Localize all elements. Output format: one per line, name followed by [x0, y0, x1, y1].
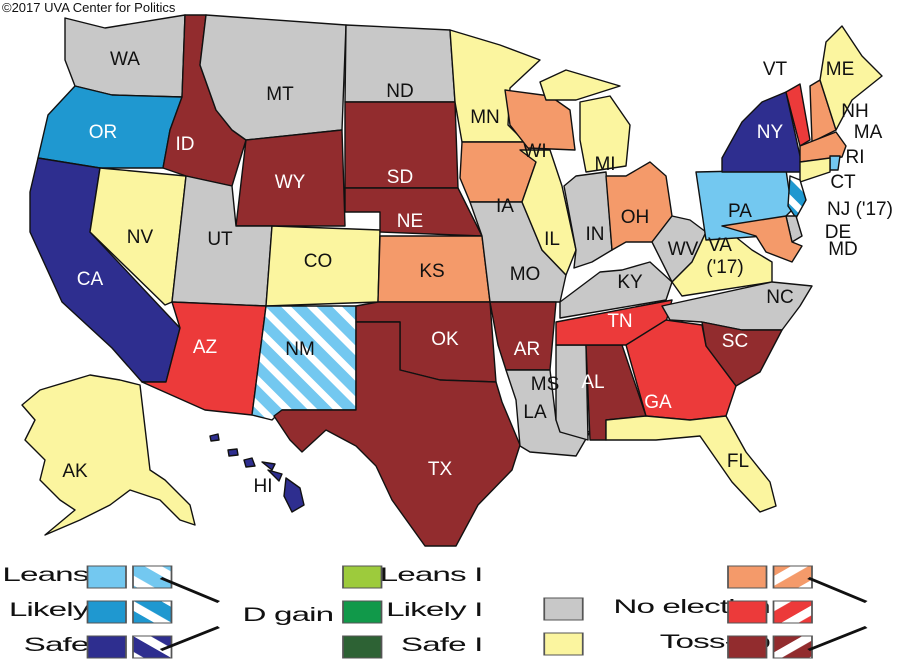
legend-swatch-leans-i: [342, 565, 383, 589]
state-label-ma: MA: [854, 122, 883, 143]
state-md[interactable]: [721, 215, 803, 263]
state-fl[interactable]: [605, 415, 777, 513]
state-label-nm: NM: [285, 339, 315, 360]
state-ma[interactable]: [799, 131, 847, 163]
state-wy[interactable]: [235, 129, 346, 227]
state-label-ne: NE: [397, 211, 423, 232]
state-label-ct: CT: [830, 172, 856, 193]
state-me[interactable]: [819, 25, 883, 131]
legend-label-d-gain: D gain: [243, 603, 334, 625]
state-label-il: IL: [544, 229, 560, 250]
state-label-ca: CA: [77, 269, 104, 290]
legend-swatch-safe-r: [727, 635, 768, 659]
state-ak[interactable]: [21, 374, 196, 536]
legend-swatch-safe-i: [342, 635, 383, 659]
state-ct[interactable]: [799, 157, 831, 183]
legend-gain-swatch-leans-d: [132, 565, 173, 589]
state-label-tx: TX: [428, 459, 453, 480]
state-label-sd: SD: [387, 167, 413, 188]
legend-swatch-likely-d: [86, 600, 127, 624]
copyright-credit: ©2017 UVA Center for Politics: [2, 0, 176, 15]
state-label-mi: MI: [594, 154, 615, 175]
state-label-nh: NH: [841, 101, 868, 122]
state-tx[interactable]: [273, 321, 521, 547]
state-nj[interactable]: [787, 175, 807, 219]
legend-gain-swatch-likely-r: [772, 600, 813, 624]
state-label-sc: SC: [722, 331, 748, 352]
state-va[interactable]: [671, 225, 773, 297]
state-ri[interactable]: [829, 155, 841, 171]
state-label-wy: WY: [275, 172, 306, 193]
state-hi[interactable]: [209, 433, 305, 513]
state-label-va: VA ('17): [706, 235, 743, 278]
state-label-me: ME: [826, 59, 855, 80]
state-label-ri: RI: [846, 147, 865, 168]
legend-gain-swatch-leans-r: [772, 565, 813, 589]
state-label-wv: WV: [668, 239, 699, 260]
state-label-mt: MT: [266, 84, 294, 105]
state-label-az: AZ: [193, 337, 218, 358]
state-mn[interactable]: [449, 29, 541, 143]
legend-swatch-likely-i: [342, 600, 383, 624]
state-il[interactable]: [519, 149, 577, 276]
state-label-ar: AR: [514, 339, 540, 360]
state-label-nj: NJ ('17): [827, 199, 893, 220]
state-label-mn: MN: [470, 107, 500, 128]
state-label-ut: UT: [207, 229, 233, 250]
state-label-de: DE: [825, 222, 851, 243]
state-label-mo: MO: [510, 264, 541, 285]
state-label-md: MD: [828, 239, 858, 260]
state-label-oh: OH: [621, 207, 650, 228]
legend-gain-swatch-safe-r: [772, 635, 813, 659]
legend-gain-swatch-likely-d: [132, 600, 173, 624]
legend-swatch-toss-up: [543, 632, 584, 656]
state-label-pa: PA: [728, 201, 752, 222]
state-label-al: AL: [581, 372, 604, 393]
state-label-nv: NV: [127, 227, 154, 248]
state-mi[interactable]: [539, 69, 631, 173]
state-label-id: ID: [176, 134, 195, 155]
state-label-in: IN: [586, 224, 605, 245]
legend-label-safe-i: Safe I: [401, 633, 483, 655]
state-label-ok: OK: [431, 329, 459, 350]
state-label-nd: ND: [386, 81, 413, 102]
legend-swatch-leans-d: [86, 565, 127, 589]
legend-swatch-likely-r: [727, 600, 768, 624]
legend-swatch-no-election: [543, 597, 584, 621]
state-label-wa: WA: [110, 49, 140, 70]
state-label-vt: VT: [763, 59, 788, 80]
state-label-hi: HI: [254, 476, 273, 497]
state-label-fl: FL: [727, 451, 749, 472]
state-label-nc: NC: [766, 287, 793, 308]
state-label-wi: WI: [523, 141, 546, 162]
state-label-ny: NY: [757, 122, 784, 143]
legend-label-likely-i: Likely I: [386, 598, 482, 620]
state-label-ga: GA: [644, 392, 672, 413]
state-nv[interactable]: [89, 167, 187, 306]
state-label-tn: TN: [607, 311, 632, 332]
state-label-co: CO: [304, 251, 333, 272]
state-label-ky: KY: [617, 272, 643, 293]
legend-label-leans-i: Leans I: [380, 563, 483, 585]
state-label-or: OR: [89, 122, 118, 143]
state-label-ks: KS: [419, 261, 444, 282]
state-vt[interactable]: [785, 83, 811, 147]
legend-swatch-leans-r: [727, 565, 768, 589]
state-label-ms: MS: [531, 374, 560, 395]
legend-swatch-safe-d: [86, 635, 127, 659]
state-nm[interactable]: [251, 305, 357, 421]
state-ne[interactable]: [344, 187, 483, 237]
state-ky[interactable]: [559, 261, 673, 319]
state-label-ak: AK: [62, 461, 88, 482]
state-label-la: LA: [523, 402, 547, 423]
state-label-ia: IA: [496, 196, 514, 217]
